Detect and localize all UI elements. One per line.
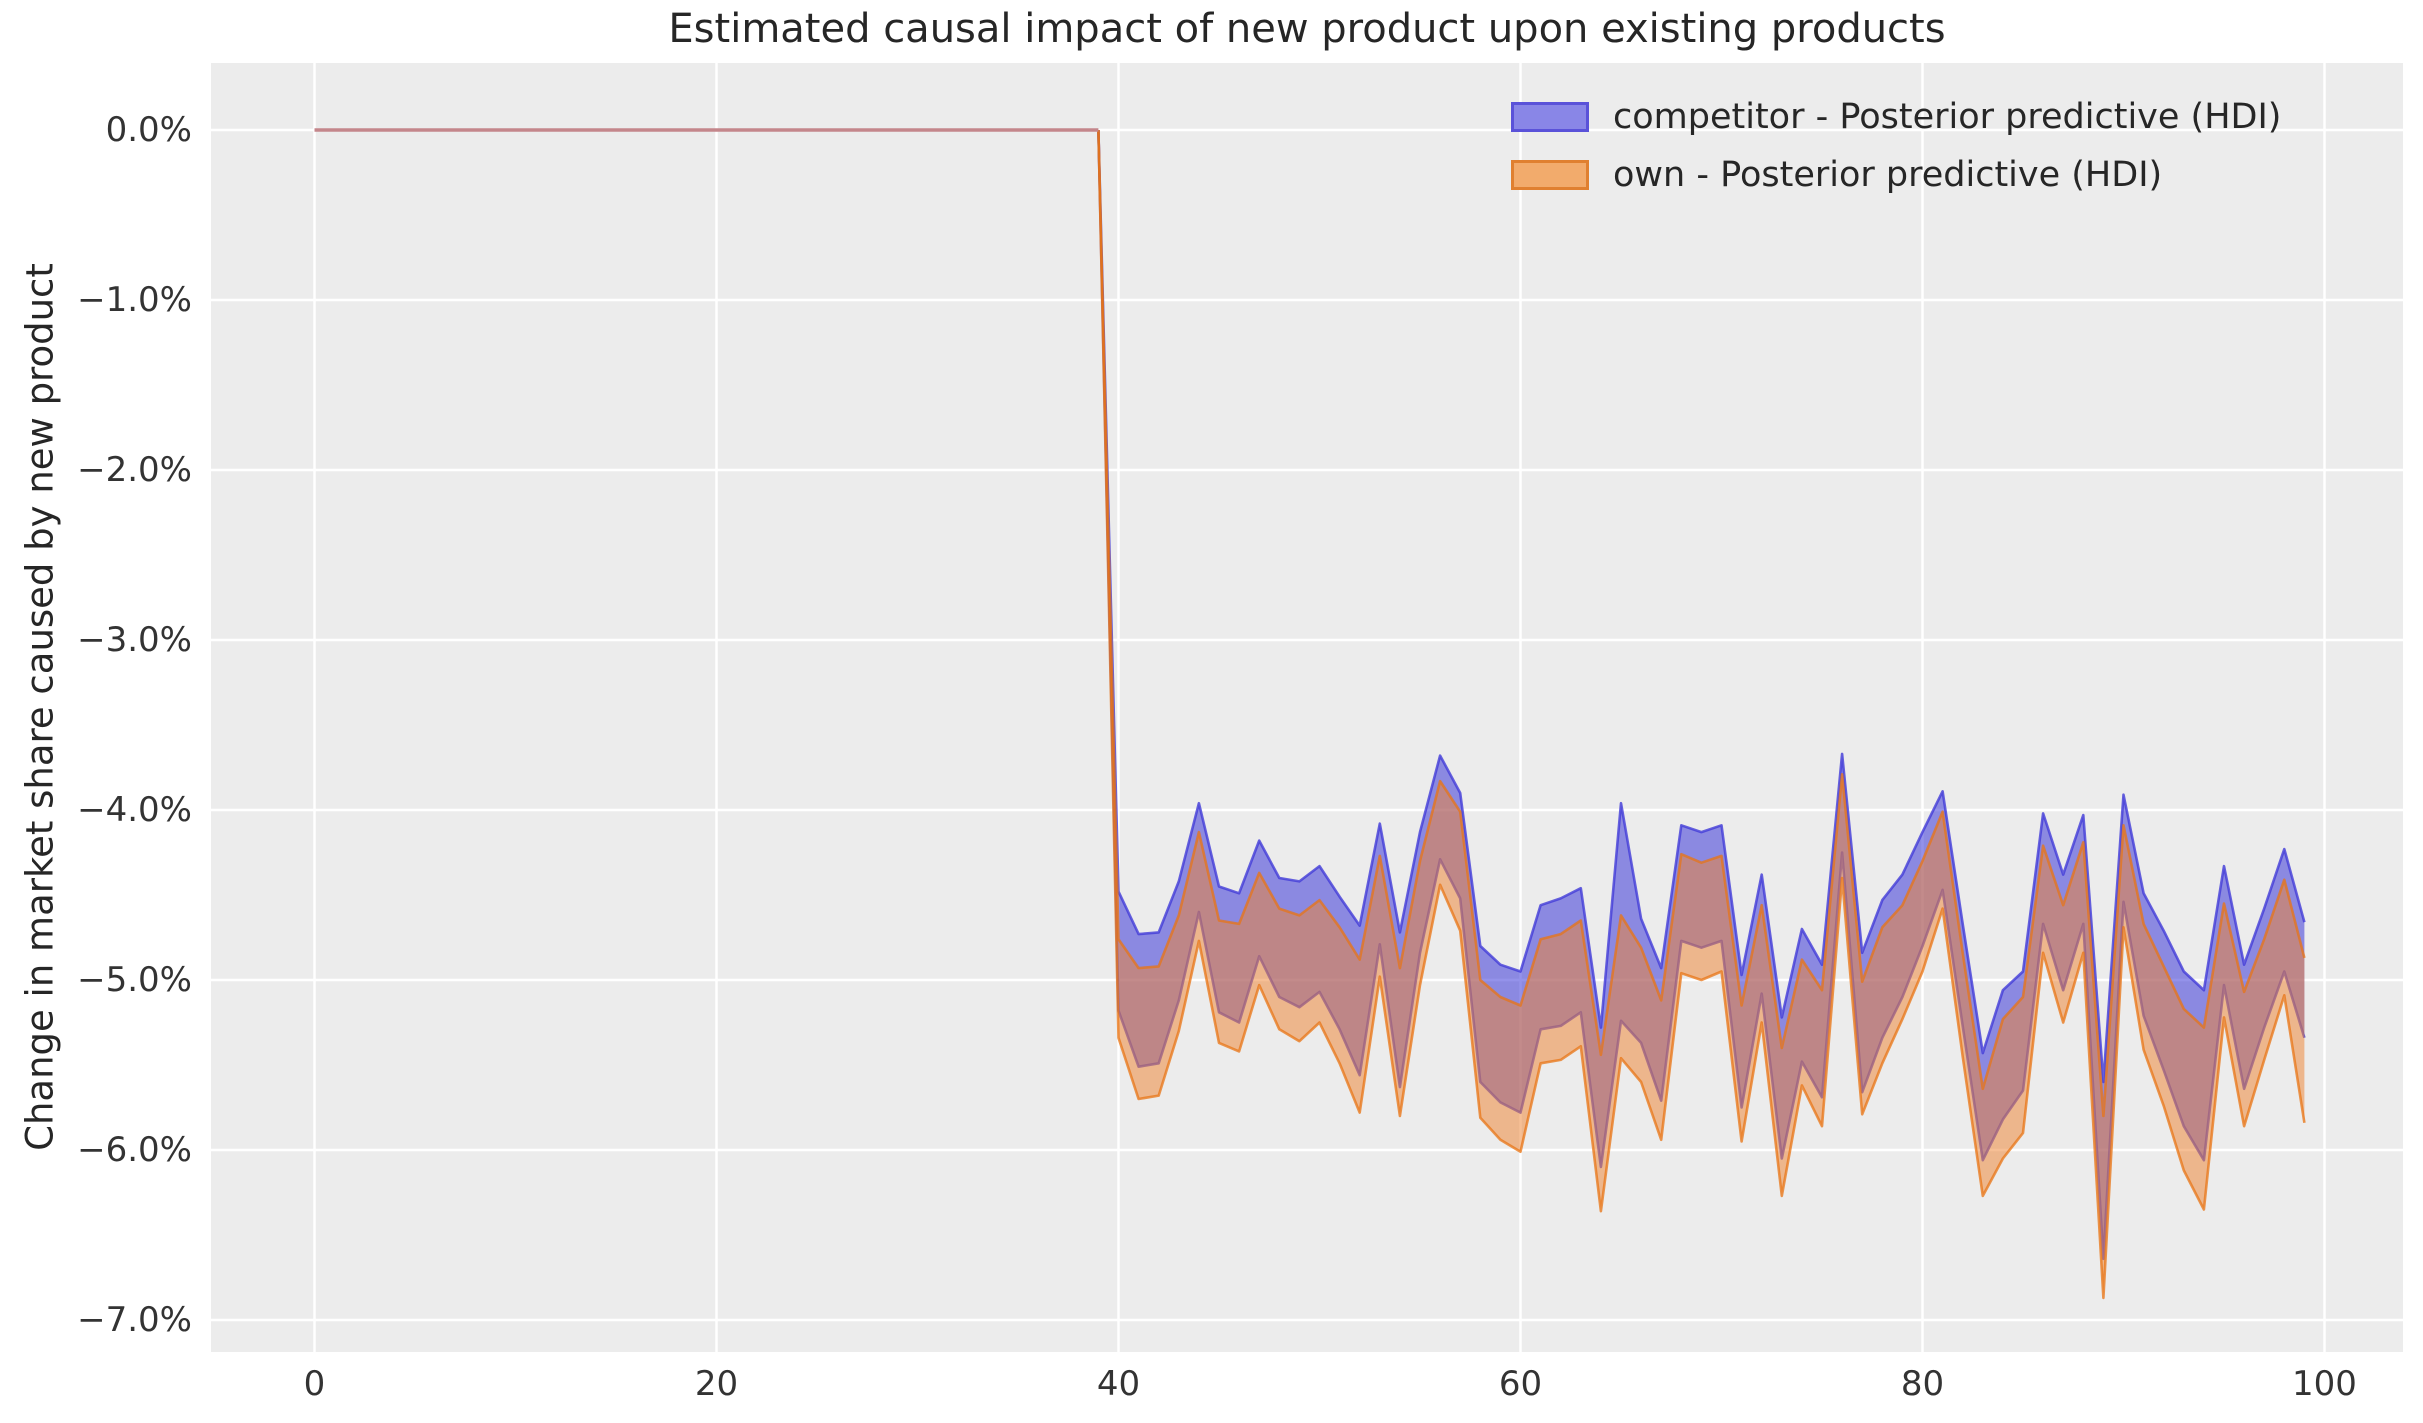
- y-tick-label: −4.0%: [77, 790, 192, 830]
- y-tick-label: −7.0%: [77, 1300, 192, 1340]
- y-tick-label: −6.0%: [77, 1130, 192, 1170]
- legend-label: competitor - Posterior predictive (HDI): [1613, 97, 2282, 137]
- y-tick-label: 0.0%: [105, 110, 192, 150]
- own-swatch-icon: [1511, 160, 1589, 190]
- competitor-hdi-band-upper-edge: [1097, 129, 2306, 1084]
- x-tick-label: 60: [1498, 1364, 1543, 1404]
- chart-title: Estimated causal impact of new product u…: [668, 6, 1946, 52]
- y-tick-label: −1.0%: [77, 280, 192, 320]
- own-hdi-band: [1098, 130, 2305, 1298]
- x-tick-label: 0: [303, 1364, 326, 1404]
- competitor-swatch-icon: [1511, 102, 1589, 132]
- legend-item-competitor: competitor - Posterior predictive (HDI): [1511, 97, 2281, 137]
- legend: competitor - Posterior predictive (HDI) o…: [1511, 97, 2281, 195]
- plot-area: competitor - Posterior predictive (HDI) o…: [211, 63, 2403, 1352]
- x-tick-label: 20: [694, 1364, 739, 1404]
- own-hdi-band-lower-edge: [1097, 129, 2306, 1300]
- chart-canvas: [211, 63, 2403, 1352]
- own-hdi-band-upper-edge: [1097, 129, 2306, 1118]
- legend-item-own: own - Posterior predictive (HDI): [1511, 155, 2281, 195]
- y-axis-label: Change in market share caused by new pro…: [18, 263, 62, 1151]
- y-tick-label: −2.0%: [77, 450, 192, 490]
- y-tick-label: −3.0%: [77, 620, 192, 660]
- x-tick-label: 80: [1900, 1364, 1945, 1404]
- legend-label: own - Posterior predictive (HDI): [1613, 155, 2163, 195]
- x-tick-label: 40: [1096, 1364, 1141, 1404]
- x-tick-label: 100: [2292, 1364, 2357, 1404]
- y-tick-label: −5.0%: [77, 960, 192, 1000]
